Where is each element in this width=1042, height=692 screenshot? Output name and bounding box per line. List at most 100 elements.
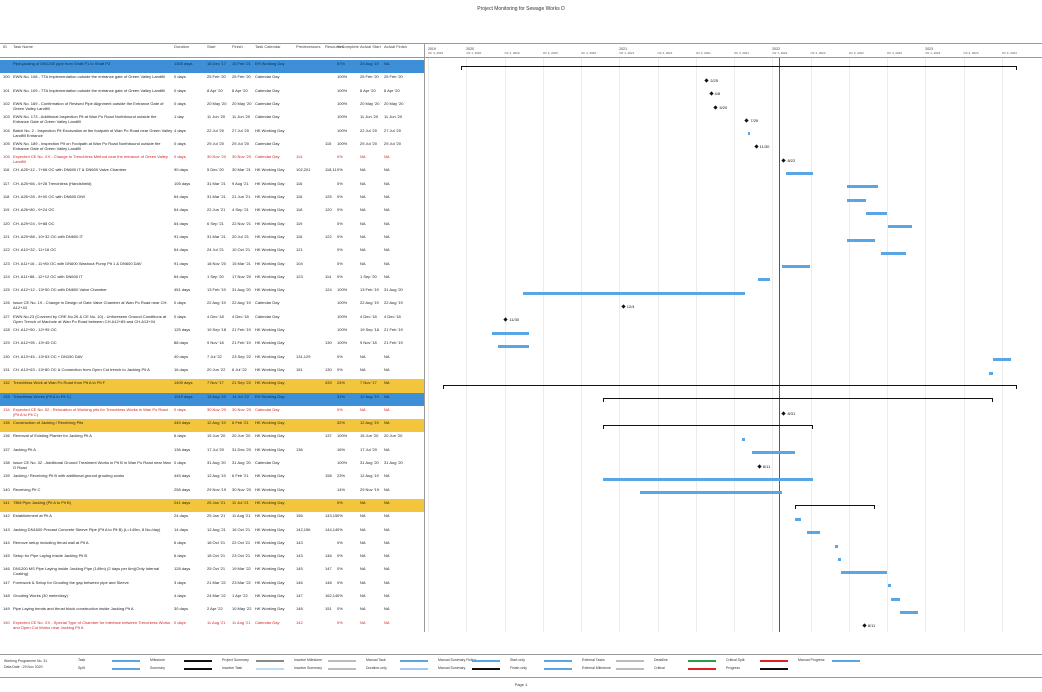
- header-rule: [0, 43, 1042, 44]
- cell-name: CH. A25+66 - 6+28 Trenchless (Handshield…: [13, 180, 92, 186]
- table-gantt-divider: [424, 44, 425, 632]
- task-bar: [807, 531, 820, 535]
- cell-finish: 30 Nov '20: [232, 154, 251, 160]
- cell-astart: 15 Jun '20: [360, 433, 379, 439]
- page-number: Page 1: [514, 682, 528, 687]
- cell-id: 117: [3, 180, 10, 186]
- task-row: 124 CH. A11+88 - 12+12 OC with DN600 IT 64…: [0, 273, 424, 286]
- cell-finish: 31 Aug '20: [232, 460, 251, 466]
- cell-pct: 100%: [337, 74, 348, 80]
- cell-name: Construction of Jacking / Receiving Pits: [13, 420, 84, 426]
- cell-finish: 27 Jul '20: [232, 127, 249, 133]
- cell-astart: 31 Aug '20: [360, 460, 379, 466]
- summary-bar: [603, 424, 814, 429]
- task-row: 100 EWN No. 108 - TTA Implementation outs…: [0, 73, 424, 86]
- task-bar: [989, 371, 993, 375]
- gantt-gridline: [887, 58, 888, 632]
- cell-name: CH. A13+45 - 13+63 OC + DN150 DAV: [13, 353, 83, 359]
- cell-name: Formwork & Setup for Grouting the gap be…: [13, 579, 129, 585]
- cell-afinish: NA: [384, 539, 390, 545]
- cell-duration: 14 days: [174, 526, 189, 532]
- cell-astart: 22 Aug '19: [360, 300, 379, 306]
- legend-swatch: [328, 667, 356, 670]
- cell-cal: HK Working Day: [255, 539, 285, 545]
- gantt-gridline: [963, 58, 965, 632]
- timeline-quarter: Otr 1, 2023: [925, 51, 941, 55]
- cell-finish: 6 Feb '21: [232, 420, 249, 426]
- cell-duration: 0 days: [174, 74, 186, 80]
- cell-finish: 15 Feb '21: [232, 61, 251, 66]
- task-bar: [992, 358, 1012, 362]
- cell-pct: 23%: [337, 473, 346, 479]
- cell-name: Jacking / Receiving Pit B with additiona…: [13, 473, 125, 479]
- cell-id: 127: [3, 313, 10, 319]
- cell-id: 134: [3, 406, 10, 412]
- cell-start: 20 May '20: [207, 100, 227, 106]
- status-date-line: [779, 58, 781, 632]
- task-bar: [748, 132, 751, 136]
- milestone-label: 2/25: [710, 77, 718, 83]
- task-row: 103 EWN No. 173 - Additional Inspection P…: [0, 113, 424, 126]
- task-bar: [881, 251, 907, 255]
- cell-astart: NA: [360, 180, 366, 186]
- cell-astart: NA: [360, 406, 366, 412]
- cell-afinish: NA: [384, 180, 390, 186]
- column-header: Resources: [325, 44, 345, 49]
- legend-swatch: [400, 667, 428, 670]
- cell-astart: NA: [360, 167, 366, 173]
- cell-pct: 0%: [337, 566, 343, 572]
- cell-pct: 0%: [337, 167, 343, 173]
- milestone-diamond-icon: [621, 304, 626, 309]
- cell-duration: 136 days: [174, 446, 191, 452]
- cell-res: 144,145: [325, 526, 337, 532]
- task-row: 102 EWN No. 169 - Confirmation of Revised…: [0, 100, 424, 113]
- column-header: Predecessors: [296, 44, 321, 49]
- cell-duration: 64 days: [174, 273, 189, 279]
- cell-cal: HK Working Day: [255, 446, 285, 452]
- cell-cal: Calendar Day: [255, 619, 280, 625]
- task-bar: [890, 597, 900, 601]
- cell-pred: 145: [296, 566, 303, 572]
- task-row: 144 Remove setup including thrust wall at…: [0, 539, 424, 552]
- task-row: 127 EWN No.23 (Covered by CRE No.26 & CE …: [0, 313, 424, 326]
- cell-id: 133: [3, 393, 10, 399]
- cell-afinish: NA: [384, 446, 390, 452]
- cell-finish: 1 Apr '22: [232, 593, 248, 599]
- cell-name: TBM Pipe Jacking (Pit A to Pit B): [13, 499, 72, 505]
- cell-finish: 21 Jun '21: [232, 194, 251, 200]
- cell-duration: 3 days: [174, 579, 186, 585]
- cell-pct: 0%: [337, 593, 343, 599]
- timeline-year: 2023: [925, 47, 934, 51]
- cell-name: Jacking DN1600 Precast Concrete Sleeve P…: [13, 526, 161, 532]
- cell-finish: 22 Nov '21: [232, 220, 251, 226]
- cell-res: 143,159: [325, 513, 337, 519]
- timeline-quarter: Otr 3, 2022: [848, 51, 864, 55]
- cell-name: CH. A12+12 - 13+50 OC with DN600 Valve C…: [13, 287, 107, 293]
- task-row: 120 CH. A29+24 - 9+88 OC 64 days 6 Sep '21 2…: [0, 220, 424, 233]
- cell-pred: 104: [296, 260, 303, 266]
- cell-name: EWN No. 108 - TTA Implementation outside…: [13, 74, 165, 80]
- cell-name: Remove setup including thrust wall at Pi…: [13, 539, 89, 545]
- cell-pred: 151: [296, 366, 303, 372]
- task-row: 135 Construction of Jacking / Receiving P…: [0, 419, 424, 433]
- cell-pct: 100%: [337, 340, 348, 346]
- cell-res: 115: [325, 140, 332, 146]
- milestone-label: 8/11: [762, 463, 771, 469]
- cell-id: 125: [3, 287, 10, 293]
- cell-finish: 25 Feb '20: [232, 74, 251, 80]
- cell-pred: 116: [296, 233, 303, 239]
- cell-id: 136: [3, 433, 10, 439]
- task-bar: [847, 185, 879, 189]
- cell-id: 124: [3, 273, 10, 279]
- cell-afinish: NA: [384, 154, 390, 160]
- cell-afinish: 4 Dec '18: [384, 313, 401, 319]
- cell-id: 143: [3, 526, 10, 532]
- cell-afinish: NA: [384, 486, 390, 492]
- timeline-year: 2022: [772, 47, 781, 51]
- cell-afinish: NA: [384, 606, 390, 612]
- task-row: 145 Setup for Pipe Laying inside Jacking …: [0, 552, 424, 565]
- cell-res: 118,117,1: [325, 167, 337, 173]
- task-bar: [841, 571, 888, 575]
- legend-swatch: [400, 659, 428, 662]
- cell-duration: 0 days: [174, 300, 186, 306]
